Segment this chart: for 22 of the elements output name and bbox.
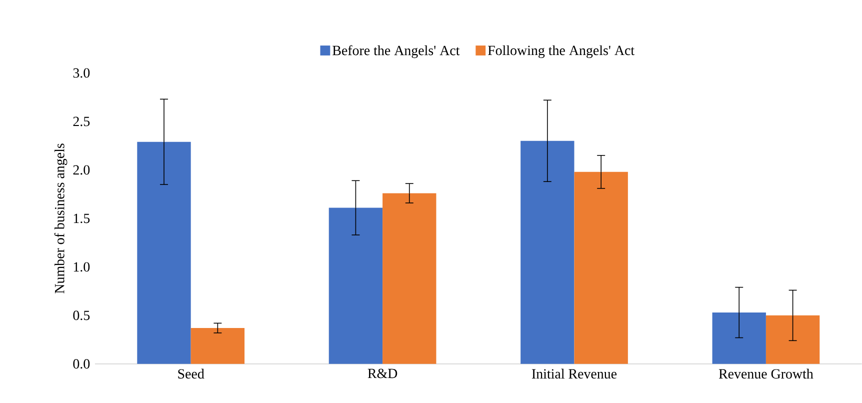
- y-tick-label: 0.5: [73, 310, 90, 320]
- y-tick-label: 3.0: [73, 68, 90, 78]
- y-tick-label: 0.0: [73, 359, 90, 369]
- x-tick-label: Initial Revenue: [532, 368, 617, 379]
- bar: [190, 328, 245, 364]
- x-tick-label: R&D: [368, 368, 398, 378]
- bar: [574, 172, 628, 364]
- bar: [712, 312, 766, 364]
- bar: [382, 193, 436, 364]
- bar: [328, 208, 383, 364]
- y-tick-label: 2.5: [73, 116, 90, 126]
- legend-label: Before the Angels' Act: [332, 45, 460, 58]
- y-tick-label: 1.5: [74, 214, 90, 224]
- bar: [766, 315, 820, 364]
- bar: [137, 142, 191, 364]
- x-tick-label: Seed: [178, 368, 204, 379]
- bar: [520, 140, 574, 364]
- y-axis-title: Number of business angels: [54, 144, 68, 294]
- x-tick-label: Revenue Growth: [718, 368, 814, 379]
- y-tick-label: 2.0: [73, 165, 90, 175]
- legend-label: Following the Angels' Act: [488, 45, 634, 58]
- y-tick-label: 1.0: [74, 262, 90, 272]
